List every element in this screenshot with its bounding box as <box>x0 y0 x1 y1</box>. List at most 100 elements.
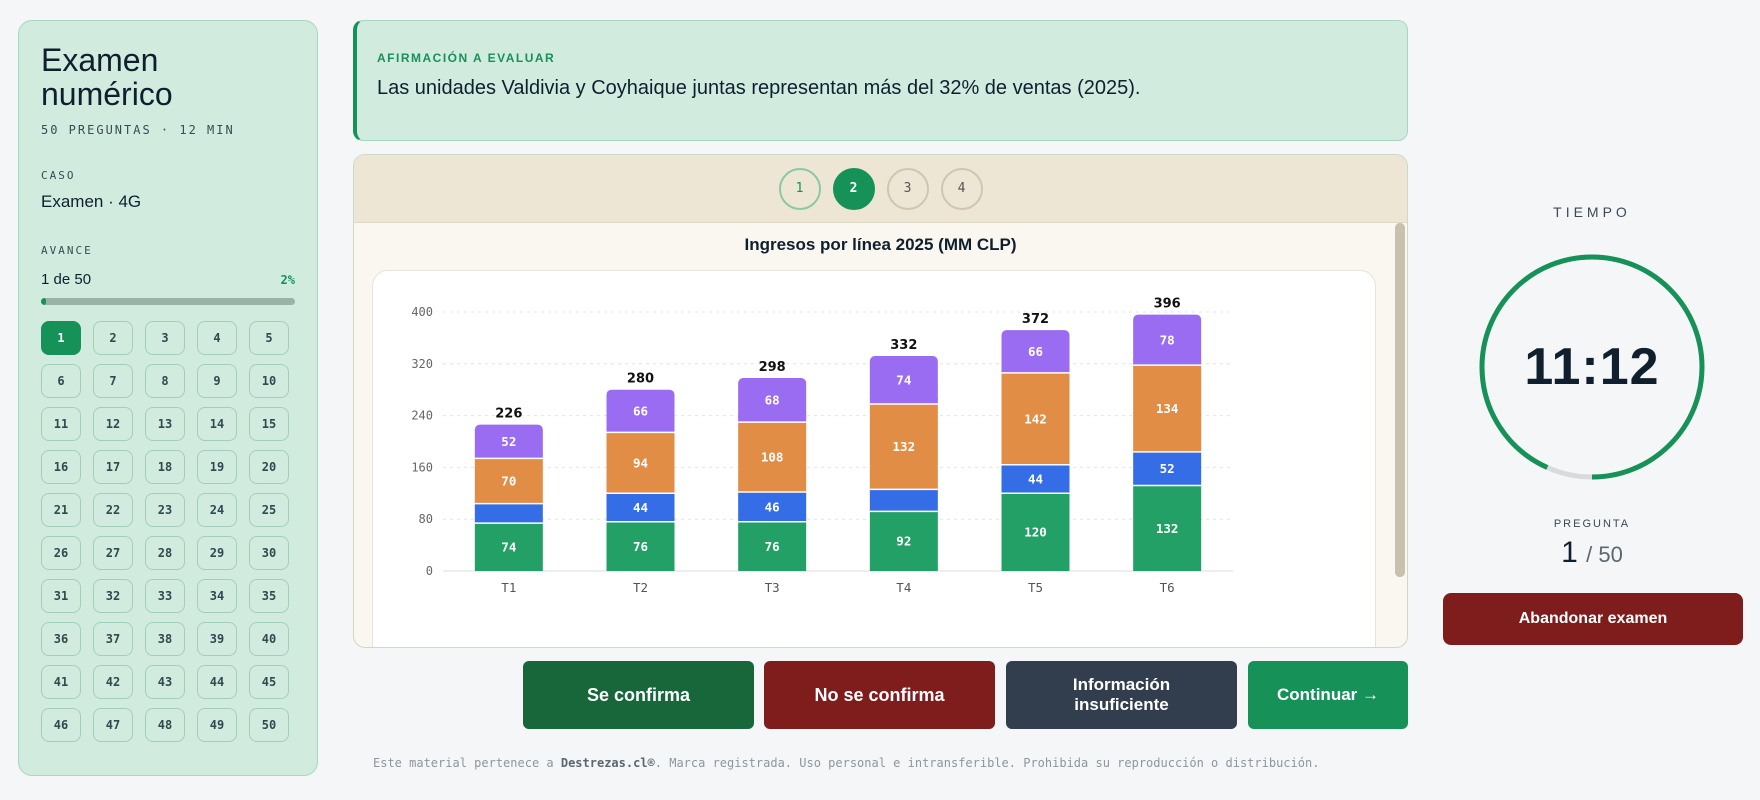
question-counter-label: PREGUNTA <box>1553 518 1631 530</box>
timer-ring <box>1479 254 1705 480</box>
data-label: 76 <box>765 539 780 554</box>
bar-segment <box>474 503 543 524</box>
question-button[interactable]: 7 <box>93 364 133 398</box>
question-button[interactable]: 38 <box>145 622 185 656</box>
question-button[interactable]: 10 <box>249 364 289 398</box>
bar-segment <box>1001 493 1070 571</box>
question-button[interactable]: 6 <box>41 364 81 398</box>
bar-segment <box>869 511 938 571</box>
question-button[interactable]: 31 <box>41 579 81 613</box>
question-button[interactable]: 35 <box>249 579 289 613</box>
question-button[interactable]: 26 <box>41 536 81 570</box>
question-button[interactable]: 23 <box>145 493 185 527</box>
y-tick-label: 240 <box>411 409 433 423</box>
question-button[interactable]: 14 <box>197 407 237 441</box>
question-button[interactable]: 50 <box>249 708 289 742</box>
question-button[interactable]: 39 <box>197 622 237 656</box>
question-button[interactable]: 28 <box>145 536 185 570</box>
footer-notice: Este material pertenece a Destrezas.cl®.… <box>373 756 1319 770</box>
question-button[interactable]: 5 <box>249 321 289 355</box>
question-button[interactable]: 15 <box>249 407 289 441</box>
question-button[interactable]: 32 <box>93 579 133 613</box>
abandon-exam-button[interactable]: Abandonar examen <box>1443 593 1743 645</box>
timer-label: TIEMPO <box>1553 204 1631 220</box>
panel-scrollbar[interactable] <box>1395 223 1405 577</box>
question-button[interactable]: 11 <box>41 407 81 441</box>
question-button[interactable]: 19 <box>197 450 237 484</box>
question-button[interactable]: 30 <box>249 536 289 570</box>
bar-segment <box>474 523 543 571</box>
x-tick-label: T6 <box>1160 580 1175 595</box>
chart-tab-1[interactable]: 1 <box>778 167 821 210</box>
question-button[interactable]: 9 <box>197 364 237 398</box>
question-button[interactable]: 12 <box>93 407 133 441</box>
footer-prefix: Este material pertenece a <box>373 756 561 770</box>
question-total: / 50 <box>1586 542 1623 567</box>
bar-segment <box>474 452 543 459</box>
avance-row: 1 de 50 2% <box>41 271 295 288</box>
question-button[interactable]: 20 <box>249 450 289 484</box>
timer-value: 11:12 <box>1524 338 1660 396</box>
exam-title: Examen numérico <box>41 42 173 112</box>
question-button[interactable]: 44 <box>197 665 237 699</box>
question-button[interactable]: 22 <box>93 493 133 527</box>
question-button[interactable]: 18 <box>145 450 185 484</box>
question-button[interactable]: 25 <box>249 493 289 527</box>
question-button[interactable]: 36 <box>41 622 81 656</box>
confirm-button[interactable]: Se confirma <box>523 661 754 729</box>
chart-tab-2[interactable]: 2 <box>832 167 875 210</box>
statement-label: AFIRMACIÓN A EVALUAR <box>377 51 556 65</box>
question-button[interactable]: 29 <box>197 536 237 570</box>
bar-segment <box>1133 365 1202 452</box>
data-label: 44 <box>1028 472 1043 487</box>
question-button[interactable]: 45 <box>249 665 289 699</box>
timer-progress <box>1479 254 1705 480</box>
x-tick-label: T5 <box>1028 580 1043 595</box>
question-button[interactable]: 33 <box>145 579 185 613</box>
statement-box: AFIRMACIÓN A EVALUAR Las unidades Valdiv… <box>353 20 1408 141</box>
data-label: 66 <box>1028 344 1043 359</box>
question-button[interactable]: 47 <box>93 708 133 742</box>
bar-segment <box>1133 359 1202 366</box>
data-label: 120 <box>1024 525 1047 540</box>
question-button[interactable]: 1 <box>41 321 81 355</box>
total-label: 332 <box>890 338 917 353</box>
question-button[interactable]: 48 <box>145 708 185 742</box>
question-button[interactable]: 17 <box>93 450 133 484</box>
bar-segment <box>474 424 543 459</box>
question-button[interactable]: 21 <box>41 493 81 527</box>
question-button[interactable]: 16 <box>41 450 81 484</box>
bar-segment <box>606 521 675 571</box>
chart-tab-4[interactable]: 4 <box>940 167 983 210</box>
scrollbar-thumb[interactable] <box>1395 223 1405 577</box>
question-button[interactable]: 8 <box>145 364 185 398</box>
y-tick-label: 400 <box>411 305 433 319</box>
question-current: 1 <box>1561 536 1578 569</box>
question-button[interactable]: 34 <box>197 579 237 613</box>
question-button[interactable]: 43 <box>145 665 185 699</box>
footer-suffix: . Marca registrada. Uso personal e intra… <box>654 756 1320 770</box>
chart-tab-3[interactable]: 3 <box>886 167 929 210</box>
question-button[interactable]: 27 <box>93 536 133 570</box>
question-button[interactable]: 2 <box>93 321 133 355</box>
question-button[interactable]: 41 <box>41 665 81 699</box>
question-button[interactable]: 40 <box>249 622 289 656</box>
continue-button[interactable]: Continuar → <box>1248 661 1408 729</box>
caso-label: CASO <box>41 169 76 182</box>
question-button[interactable]: 4 <box>197 321 237 355</box>
data-label: 52 <box>1160 461 1175 476</box>
avance-percent: 2% <box>280 273 295 287</box>
insufficient-info-button[interactable]: Información insuficiente <box>1006 661 1237 729</box>
chart-title: Ingresos por línea 2025 (MM CLP) <box>744 235 1017 254</box>
data-label: 108 <box>761 450 784 465</box>
question-button[interactable]: 42 <box>93 665 133 699</box>
question-button[interactable]: 13 <box>145 407 185 441</box>
data-label: 66 <box>633 404 648 419</box>
question-button[interactable]: 46 <box>41 708 81 742</box>
question-button[interactable]: 37 <box>93 622 133 656</box>
not-confirm-button[interactable]: No se confirma <box>764 661 995 729</box>
question-button[interactable]: 24 <box>197 493 237 527</box>
question-button[interactable]: 49 <box>197 708 237 742</box>
question-button[interactable]: 3 <box>145 321 185 355</box>
